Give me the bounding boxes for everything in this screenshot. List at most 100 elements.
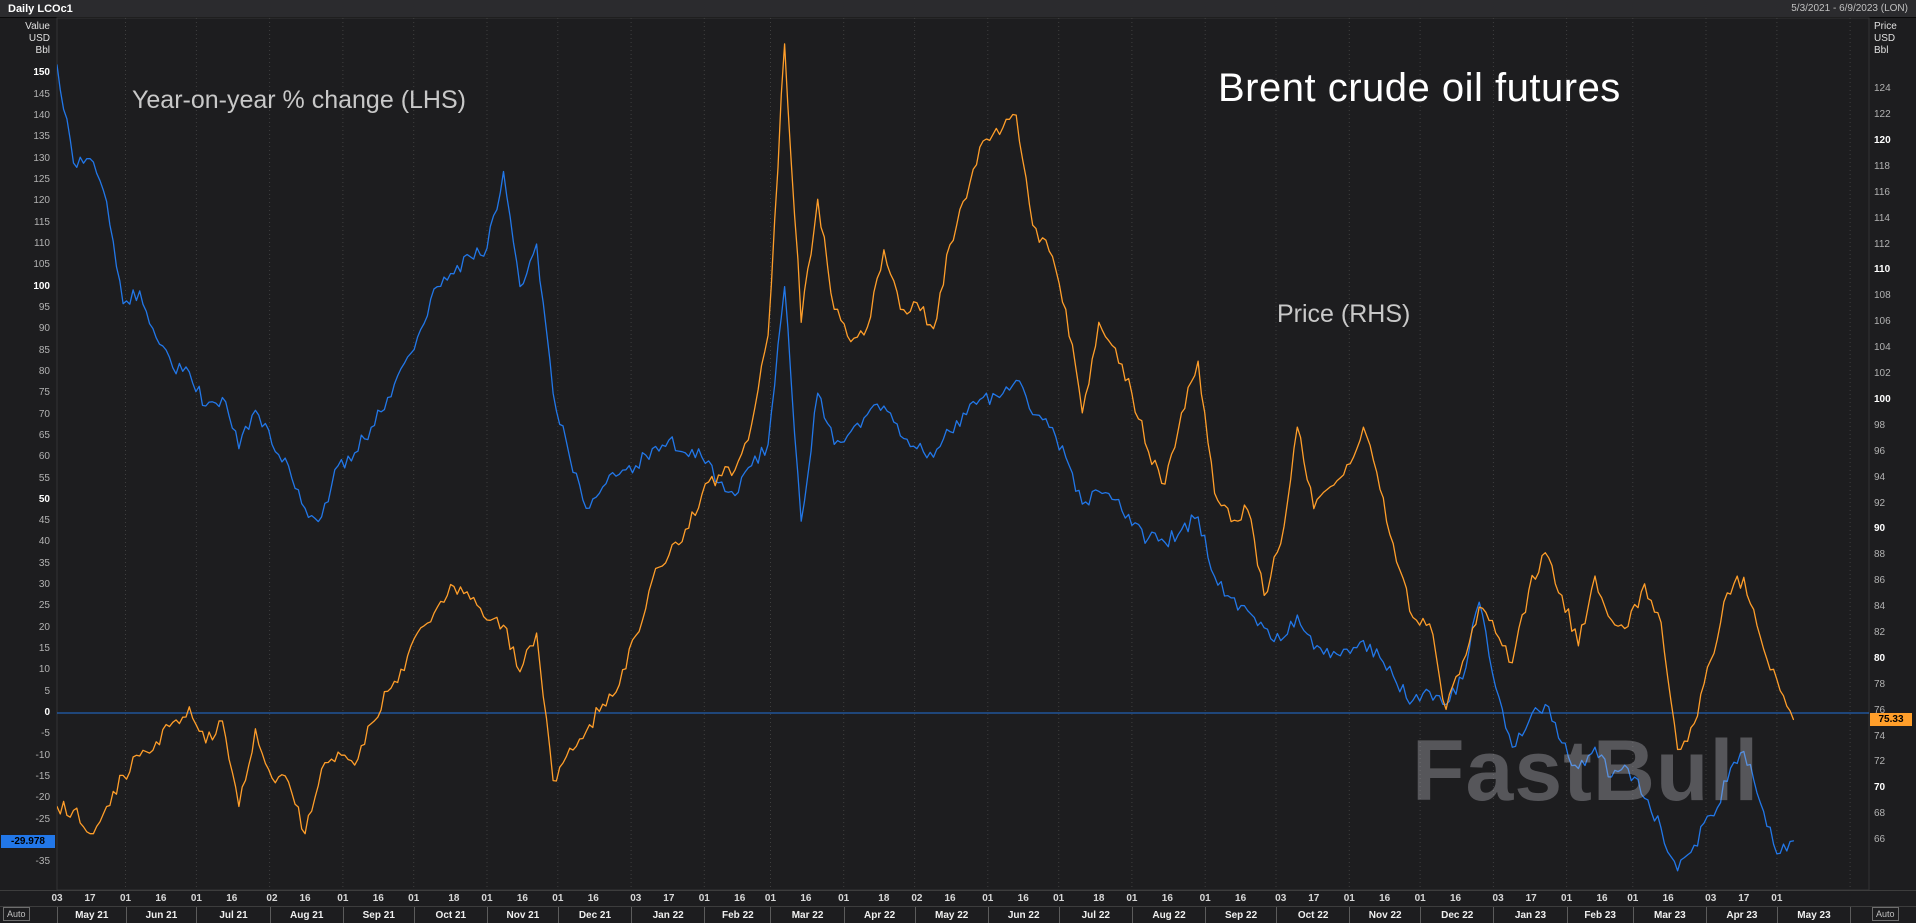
day-tick-label: 01 (1053, 893, 1065, 904)
left-tick-label: 145 (33, 88, 50, 100)
left-tick-label: 85 (38, 344, 50, 356)
left-axis-header-line: USD (28, 33, 50, 44)
left-tick-label: -5 (41, 728, 50, 740)
month-label: Sep 22 (1205, 907, 1276, 923)
day-tick-label: 02 (266, 893, 278, 904)
month-label: May 23 (1776, 907, 1850, 923)
month-label: Aug 22 (1131, 907, 1205, 923)
day-tick-label: 16 (1450, 893, 1462, 904)
month-label: Jun 22 (987, 907, 1059, 923)
day-tick-label: 01 (764, 893, 777, 904)
legend-yoy-lhs: Year-on-year % change (LHS) (132, 86, 466, 114)
left-tick-label: -35 (35, 856, 50, 868)
day-tick-label: 16 (226, 893, 238, 904)
right-tick-label: 76 (1874, 704, 1886, 716)
left-tick-label: 10 (38, 664, 50, 676)
month-label: Mar 22 (770, 907, 843, 923)
day-tick-label: 17 (663, 893, 675, 904)
time-axis[interactable]: 03 17 01 16 01 16 02 16 01 16 01 18 01 16 01 16 03 17 01 16… (0, 890, 1916, 923)
month-label: Nov 22 (1349, 907, 1420, 923)
day-tick-label: 16 (155, 893, 167, 904)
left-tick-label: 30 (38, 579, 50, 591)
day-tick-label: 01 (838, 893, 850, 904)
left-tick-label: -20 (35, 792, 50, 804)
date-range-label: 5/3/2021 - 6/9/2023 (LON) (1791, 3, 1908, 14)
right-tick-label: 114 (1874, 212, 1890, 224)
left-tick-label: 115 (34, 216, 50, 228)
month-label: Feb 22 (704, 907, 770, 923)
day-tick-label: 03 (630, 893, 642, 904)
right-tick-label: 84 (1874, 601, 1886, 613)
left-tick-label: 20 (38, 621, 50, 633)
right-tick-label: 78 (1874, 678, 1886, 690)
day-tick-label: 16 (1379, 893, 1391, 904)
month-label: Apr 23 (1705, 907, 1777, 923)
month-label: Oct 21 (413, 907, 487, 923)
day-tick-label: 01 (1126, 893, 1138, 904)
right-axis-header-line: Price (1874, 21, 1897, 32)
right-tick-label: 70 (1874, 782, 1886, 794)
right-tick-label: 66 (1874, 834, 1886, 846)
left-axis-header-line: Bbl (35, 45, 50, 56)
day-tick-label: 17 (1738, 893, 1750, 904)
day-tick-label: 16 (516, 893, 528, 904)
left-axis-header: Value USD Bbl (0, 21, 57, 57)
day-tick-label: 16 (1017, 893, 1029, 904)
right-tick-label: 74 (1874, 730, 1886, 742)
month-label: Jan 23 (1493, 907, 1566, 923)
month-label: Sep 21 (342, 907, 414, 923)
day-tick-label: 01 (119, 893, 132, 904)
left-tick-label: 120 (33, 195, 50, 207)
day-tick-label: 01 (982, 893, 994, 904)
price-last-value-badge: 75.33 (1870, 713, 1912, 727)
month-label: Dec 21 (557, 907, 631, 923)
month-label: Nov 21 (486, 907, 558, 923)
right-tick-label: 112 (1874, 238, 1890, 250)
right-axis-auto-button[interactable]: Auto (1872, 907, 1899, 921)
month-label: Oct 22 (1276, 907, 1349, 923)
right-tick-label: 106 (1874, 316, 1891, 328)
left-tick-label: -25 (35, 813, 50, 825)
left-axis-header-line: Value (25, 21, 50, 32)
left-tick-label: 110 (34, 237, 50, 249)
left-tick-label: 70 (38, 408, 50, 420)
day-tick-label: 16 (1596, 893, 1608, 904)
right-tick-label: 120 (1874, 134, 1891, 146)
right-tick-label: 98 (1874, 419, 1886, 431)
yoy-last-value-badge: -29.978 (1, 834, 55, 848)
month-label: Dec 22 (1420, 907, 1493, 923)
left-tick-label: 100 (33, 280, 50, 292)
right-tick-label: 100 (1874, 393, 1891, 405)
price-line (57, 43, 1795, 835)
left-tick-label: 15 (38, 643, 50, 655)
day-tick-label: 01 (1561, 893, 1573, 904)
right-tick-label: 122 (1874, 109, 1891, 121)
left-value-axis[interactable]: Value USD Bbl -29.978 150 145 140 135 130 125… (0, 0, 57, 923)
right-tick-label: 110 (1874, 264, 1891, 276)
left-tick-label: 60 (38, 451, 50, 463)
day-tick-label: 16 (734, 893, 746, 904)
month-separator (1850, 907, 1869, 923)
left-axis-auto-button[interactable]: Auto (3, 907, 30, 921)
month-label: Jan 22 (631, 907, 704, 923)
day-tick-label: 17 (1525, 893, 1537, 904)
right-tick-label: 86 (1874, 575, 1886, 587)
day-tick-label: 01 (1199, 893, 1211, 904)
month-label-row: May 21 Jun 21 Jul 21 Aug 21 Sep 21 Oct 21 Nov … (0, 906, 1916, 923)
left-tick-label: -15 (35, 771, 50, 782)
day-tick-label: 03 (51, 893, 63, 904)
left-tick-label: 55 (38, 472, 50, 484)
left-tick-label: 135 (33, 131, 50, 143)
right-tick-label: 104 (1874, 342, 1891, 354)
day-tick-label: 16 (1161, 893, 1173, 904)
left-tick-label: 105 (33, 259, 50, 271)
month-label: Jul 21 (196, 907, 269, 923)
right-price-axis[interactable]: Price USD Bbl 75.33 124 122 120 118 116 114 11… (1869, 0, 1916, 923)
day-tick-label: 03 (1275, 893, 1287, 904)
day-tick-label: 16 (1662, 893, 1674, 904)
right-tick-label: 96 (1874, 445, 1886, 457)
right-tick-label: 80 (1874, 652, 1886, 664)
yoy-change-line (57, 64, 1795, 872)
left-tick-label: -10 (35, 749, 50, 761)
right-tick-label: 124 (1874, 83, 1891, 95)
